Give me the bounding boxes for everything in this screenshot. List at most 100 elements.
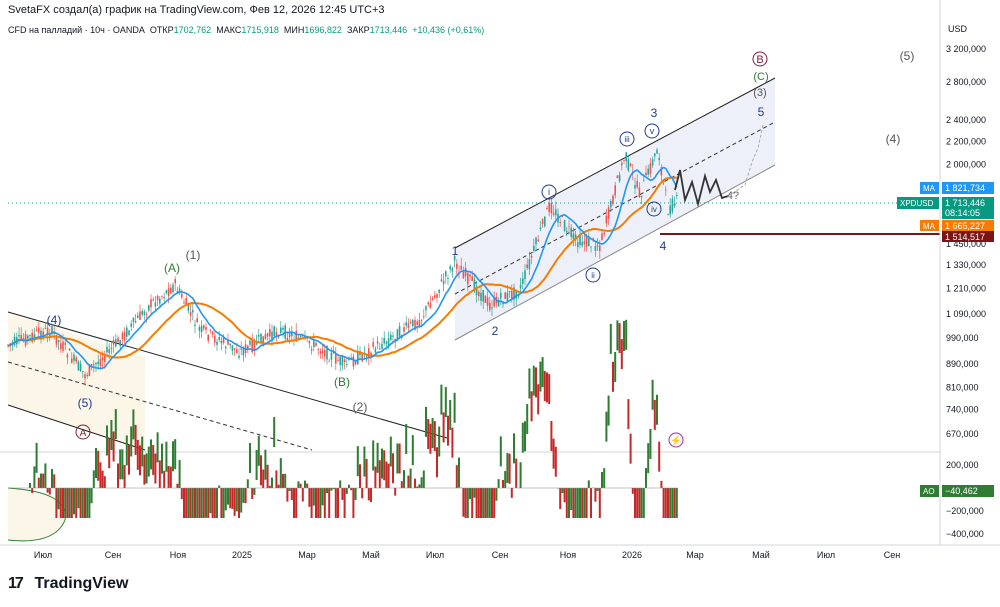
ao-bar — [42, 473, 45, 488]
wave-4: 4 — [660, 239, 667, 253]
price-tick-label: 2 000,000 — [946, 160, 986, 170]
candle-body — [451, 267, 454, 272]
ao-bar — [310, 488, 313, 518]
ao-bar — [409, 468, 412, 488]
forecast-path-dashed — [727, 124, 764, 197]
ao-tag-box — [920, 485, 939, 497]
candle-body — [640, 195, 643, 198]
ao-bar — [59, 488, 62, 518]
candle-body — [647, 168, 649, 175]
candle-body — [654, 153, 656, 157]
candle-body — [200, 325, 203, 333]
candle-body — [101, 357, 104, 361]
ao-bar — [530, 391, 533, 422]
ao-bar — [68, 488, 71, 518]
ao-bar — [106, 425, 108, 456]
candle-body — [572, 233, 575, 239]
candle-body — [577, 242, 579, 248]
ao-bar — [614, 351, 617, 382]
ao-bar — [367, 488, 370, 501]
candle-body — [581, 242, 583, 246]
ao-bar — [488, 488, 491, 518]
ao-bar — [227, 488, 229, 505]
ao-bar — [605, 411, 608, 442]
wave-iv: iv — [651, 205, 657, 214]
ao-bar — [169, 466, 172, 488]
ao-bar — [365, 458, 368, 488]
candle-body — [596, 245, 599, 247]
candle-body — [42, 331, 44, 338]
candle-body — [321, 350, 324, 354]
candle-body — [387, 338, 390, 346]
ao-bar — [519, 462, 522, 488]
ao-bar — [277, 484, 280, 488]
ao-bar — [361, 488, 364, 499]
ao-bar — [156, 432, 159, 463]
candle-body — [528, 259, 531, 270]
candle-body — [46, 327, 49, 335]
ao-bar — [594, 488, 597, 502]
ao-tick-label: 200,000 — [946, 460, 979, 470]
ao-bar — [167, 465, 170, 488]
candle-body — [379, 348, 381, 350]
ao-bar — [150, 439, 152, 470]
ao-bar — [453, 392, 456, 423]
candle-body — [99, 359, 102, 367]
ao-bar — [284, 473, 287, 488]
candle-body — [79, 363, 82, 372]
ao-bar — [548, 374, 551, 405]
candle-body — [75, 357, 77, 362]
ao-bar — [88, 488, 91, 518]
time-tick-label: Ноя — [170, 550, 187, 560]
price-axis-ticks: 3 200,000 2 800,000 2 400,000 2 200,000 2 00… — [946, 44, 986, 439]
tradingview-logo[interactable]: 17 TradingView — [8, 575, 128, 593]
candle-body — [530, 255, 533, 258]
ao-bar — [486, 488, 489, 518]
ao-bar — [532, 365, 535, 396]
symbol-value: 1 713,446 — [945, 198, 985, 208]
ao-bar — [174, 439, 177, 470]
ao-bar — [240, 488, 243, 513]
symbol-name[interactable]: CFD на палладий · 10ч · OANDA — [8, 25, 145, 35]
ma2-tag: MA — [923, 222, 936, 231]
wave-4-question: 4? — [727, 190, 739, 202]
ao-bar — [649, 428, 652, 459]
ao-bar — [275, 470, 278, 488]
ao-bar — [238, 488, 240, 518]
candle-body — [137, 315, 139, 318]
candle-body — [266, 333, 269, 337]
desc-channel-upper — [7, 311, 448, 439]
time-tick-label: Ноя — [560, 550, 577, 560]
ao-bar — [110, 420, 113, 451]
candle-body — [618, 174, 621, 182]
wave-4-paren-left: (4) — [47, 313, 62, 327]
tradingview-wordmark: TradingView — [34, 575, 129, 592]
ao-bar — [350, 488, 353, 491]
ao-bar — [271, 477, 273, 488]
ao-bar — [218, 485, 221, 488]
ao-bar — [246, 479, 249, 488]
candle-body — [590, 246, 592, 248]
candle-body — [625, 152, 627, 162]
currency-label: USD — [948, 24, 968, 34]
symbol-value-box — [942, 197, 994, 219]
low-value: 1696,822 — [304, 25, 342, 35]
candle-body — [88, 364, 91, 376]
ao-bar — [211, 488, 214, 518]
ao-bar — [561, 488, 564, 494]
flash-icon[interactable] — [668, 432, 684, 448]
candle-body — [148, 305, 150, 311]
candle-body — [623, 160, 625, 161]
ao-bar — [200, 488, 203, 518]
ao-bar — [433, 421, 436, 452]
ao-bar — [570, 488, 573, 510]
candle-body — [491, 307, 493, 309]
candle-body — [500, 292, 502, 299]
ao-bar — [112, 431, 115, 462]
candle-body — [574, 234, 577, 240]
ao-bar — [376, 442, 379, 473]
candle-body — [471, 276, 473, 281]
open-label: ОТКР — [149, 25, 174, 35]
candle-body — [286, 337, 289, 341]
